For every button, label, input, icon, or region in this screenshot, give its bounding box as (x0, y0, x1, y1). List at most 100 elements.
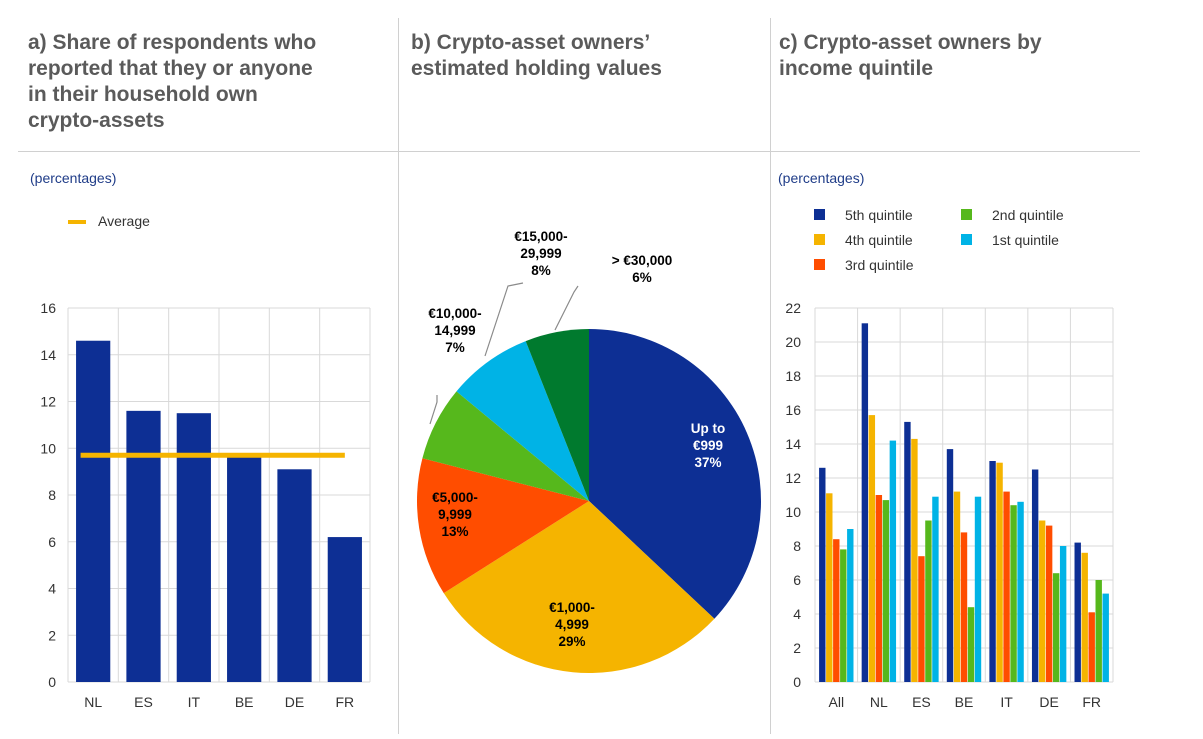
b-slice-2 (443, 501, 715, 674)
c-xtick-label: IT (1000, 694, 1013, 710)
c-bar-be-3 (960, 532, 968, 682)
a-bar-de (277, 469, 312, 682)
c-legend-label-3: 3rd quintile (845, 257, 914, 273)
c-ytick-label: 2 (793, 640, 801, 656)
a-xtick-label: NL (84, 694, 102, 710)
c-bar-all-5 (847, 529, 854, 682)
c-legend-swatch-5 (961, 234, 972, 245)
b-leader-line-5 (484, 282, 524, 357)
a-xtick-label: DE (285, 694, 304, 710)
a-bar-it (176, 413, 211, 682)
c-bar-all-2 (826, 493, 833, 682)
b-slice-label-5: €15,000- (514, 229, 567, 244)
a-ytick-label: 2 (48, 627, 56, 643)
c-bar-nl-1 (861, 323, 869, 682)
c-bar-fr-3 (1088, 612, 1095, 682)
c-bar-de-2 (1038, 520, 1046, 682)
a-ytick-label: 14 (40, 347, 56, 363)
c-legend-label-5: 1st quintile (992, 232, 1059, 248)
b-slice-label-3: €5,000- (432, 490, 478, 505)
a-ytick-label: 12 (40, 394, 56, 410)
b-slice-label-2: €1,000- (549, 600, 595, 615)
c-legend-swatch-4 (961, 209, 972, 220)
c-bar-nl-4 (882, 500, 890, 682)
b-slice-6 (525, 329, 589, 501)
c-bar-nl-2 (868, 415, 876, 682)
c-xtick-label: NL (870, 694, 888, 710)
b-slice-label-5: 8% (531, 263, 551, 278)
a-ytick-label: 8 (48, 487, 56, 503)
panel-a-unit: (percentages) (30, 170, 117, 186)
a-bar-nl (76, 340, 111, 682)
c-bar-de-4 (1052, 573, 1060, 682)
b-slice-4 (422, 391, 589, 501)
b-slice-5 (456, 341, 589, 501)
c-ytick-label: 6 (793, 572, 801, 588)
c-bar-fr-2 (1081, 552, 1088, 682)
c-bar-es-1 (904, 421, 911, 682)
c-legend-swatch-2 (814, 234, 825, 245)
c-bar-de-5 (1059, 546, 1067, 682)
c-bar-it-4 (1010, 505, 1017, 682)
b-slice-label-2: 29% (558, 634, 585, 649)
a-xtick-label: IT (188, 694, 201, 710)
b-slice-label-5: 29,999 (520, 246, 561, 261)
panel-b-title: b) Crypto-asset owners’ estimated holding… (411, 31, 662, 80)
c-ytick-label: 20 (785, 334, 801, 350)
c-legend-label-4: 2nd quintile (992, 207, 1064, 223)
title-rule (18, 151, 1140, 152)
c-bar-de-3 (1045, 525, 1053, 682)
c-ytick-label: 14 (785, 436, 801, 452)
c-ytick-label: 8 (793, 538, 801, 554)
b-slice-label-2: 4,999 (555, 617, 589, 632)
c-legend-swatch-1 (814, 209, 825, 220)
c-bar-de-1 (1031, 469, 1039, 682)
c-xtick-label: All (829, 694, 845, 710)
a-xtick-label: FR (335, 694, 354, 710)
c-bar-all-3 (833, 539, 840, 682)
c-bar-nl-3 (875, 495, 883, 682)
c-bar-it-3 (1003, 491, 1010, 682)
b-slice-3 (416, 458, 589, 594)
c-legend-label-2: 4th quintile (845, 232, 913, 248)
b-slice-label-3: 13% (441, 524, 468, 539)
panel-c-title: c) Crypto-asset owners by income quintile (779, 31, 1042, 80)
a-bar-fr (327, 537, 362, 682)
c-bar-fr-5 (1102, 593, 1109, 682)
a-bar-be (227, 455, 262, 682)
b-slice-label-6: > €30,000 (612, 253, 672, 268)
c-legend-label-1: 5th quintile (845, 207, 913, 223)
b-leader-line-4 (429, 395, 438, 425)
c-bar-fr-4 (1095, 580, 1102, 682)
c-legend-swatch-3 (814, 259, 825, 270)
c-ytick-label: 0 (793, 674, 801, 690)
c-bar-es-4 (925, 520, 932, 682)
c-ytick-label: 10 (785, 504, 801, 520)
c-ytick-label: 22 (785, 300, 801, 316)
a-xtick-label: BE (235, 694, 254, 710)
b-slice-label-1: €999 (693, 438, 723, 453)
c-bar-be-1 (946, 449, 954, 682)
c-bar-es-5 (932, 496, 939, 682)
c-bar-be-5 (974, 496, 982, 682)
a-bar-es (126, 410, 161, 682)
a-ytick-label: 0 (48, 674, 56, 690)
c-bar-fr-1 (1074, 542, 1081, 682)
b-slice-label-4: 7% (445, 340, 465, 355)
a-ytick-label: 10 (40, 440, 56, 456)
panel-c-unit: (percentages) (778, 170, 865, 186)
a-legend-label-average: Average (98, 213, 150, 229)
a-ytick-label: 6 (48, 534, 56, 550)
c-xtick-label: DE (1039, 694, 1058, 710)
c-xtick-label: FR (1082, 694, 1101, 710)
c-bar-be-2 (953, 491, 961, 682)
c-bar-it-2 (996, 462, 1003, 682)
c-bar-all-1 (819, 467, 826, 682)
c-bar-nl-5 (889, 440, 897, 682)
c-bar-es-2 (911, 438, 918, 682)
panel-a-title: a) Share of respondents who reported that… (28, 31, 317, 132)
b-slice-label-4: 14,999 (434, 323, 475, 338)
b-slice-label-4: €10,000- (428, 306, 481, 321)
b-leader-line-6 (554, 285, 579, 331)
